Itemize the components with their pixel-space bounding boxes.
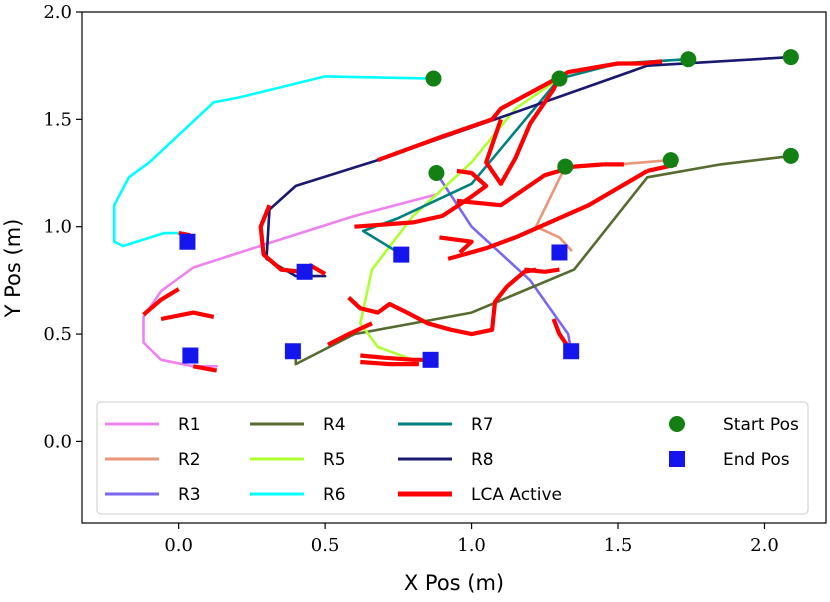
lca-active-segment bbox=[160, 310, 215, 322]
y-axis-ticks: 0.0 0.5 1.0 1.5 2.0 bbox=[43, 2, 82, 452]
legend-label-r6: R6 bbox=[323, 485, 346, 505]
legend-label-r2: R2 bbox=[178, 450, 201, 470]
start-pos-marker bbox=[551, 70, 568, 87]
y-tick-label: 1.0 bbox=[43, 217, 72, 238]
lca-active-segment bbox=[142, 287, 180, 317]
marker-layer bbox=[179, 49, 799, 368]
lca-active-segment bbox=[360, 353, 428, 362]
lca-active-segment bbox=[447, 169, 649, 261]
y-axis-label: Y Pos (m) bbox=[1, 219, 25, 319]
x-tick-label: 2.0 bbox=[750, 535, 779, 556]
legend-label-r8: R8 bbox=[471, 450, 494, 470]
start-pos-marker bbox=[662, 152, 679, 169]
lca-active-segment bbox=[641, 59, 663, 66]
y-tick-label: 0.0 bbox=[43, 431, 72, 452]
start-pos-marker bbox=[782, 147, 799, 164]
start-pos-marker bbox=[557, 158, 574, 175]
series-line-r2 bbox=[534, 158, 673, 252]
end-pos-marker bbox=[179, 233, 196, 250]
legend-label-lca-active: LCA Active bbox=[471, 485, 562, 505]
lca-layer bbox=[142, 59, 678, 373]
end-pos-marker bbox=[296, 263, 313, 280]
plot-frame bbox=[81, 11, 827, 524]
lca-active-segment bbox=[347, 267, 537, 337]
legend-swatch-start-pos bbox=[669, 416, 685, 432]
series-line-r1 bbox=[142, 193, 438, 368]
legend-label-end-pos: End Pos bbox=[723, 450, 790, 470]
x-tick-label: 0.5 bbox=[311, 535, 340, 556]
end-pos-marker bbox=[393, 246, 410, 263]
series-line-r3 bbox=[435, 171, 573, 353]
series-line-r5 bbox=[358, 77, 561, 362]
legend-label-start-pos: Start Pos bbox=[723, 415, 799, 435]
start-pos-marker bbox=[428, 165, 445, 182]
x-tick-label: 1.5 bbox=[604, 535, 633, 556]
lca-active-segment bbox=[360, 359, 419, 367]
end-pos-marker bbox=[182, 347, 199, 364]
lca-active-segment bbox=[456, 162, 604, 208]
end-pos-marker bbox=[563, 343, 580, 360]
lca-active-segment bbox=[439, 235, 474, 255]
legend-swatch-end-pos bbox=[669, 451, 685, 467]
end-pos-marker bbox=[284, 343, 301, 360]
lca-active-segment bbox=[354, 168, 489, 229]
legend-label-r5: R5 bbox=[323, 450, 346, 470]
y-tick-label: 0.5 bbox=[43, 324, 72, 345]
series-layer bbox=[112, 55, 793, 368]
x-axis-ticks: 0.0 0.5 1.0 1.5 2.0 bbox=[164, 523, 779, 556]
legend-label-r4: R4 bbox=[323, 415, 346, 435]
x-axis-label: X Pos (m) bbox=[404, 571, 504, 595]
lca-active-segment bbox=[484, 75, 562, 186]
x-tick-label: 1.0 bbox=[457, 535, 486, 556]
y-tick-label: 2.0 bbox=[43, 2, 72, 23]
legend: R1 R2 R3 R4 R5 R6 R7 R8 LCA Active Start Pos End P… bbox=[96, 401, 809, 515]
start-pos-marker bbox=[680, 51, 697, 68]
series-line-r4 bbox=[294, 154, 793, 366]
legend-label-r3: R3 bbox=[178, 485, 201, 505]
lca-active-segment bbox=[327, 321, 373, 347]
legend-box bbox=[96, 401, 809, 515]
end-pos-marker bbox=[422, 351, 439, 368]
series-line-r6 bbox=[112, 75, 435, 248]
start-pos-marker bbox=[782, 49, 799, 66]
lca-active-segment bbox=[377, 61, 642, 163]
legend-items: R1 R2 R3 R4 R5 R6 R7 R8 LCA Active Start Pos End P… bbox=[105, 415, 799, 505]
x-tick-label: 0.0 bbox=[164, 535, 193, 556]
legend-label-r7: R7 bbox=[471, 415, 494, 435]
y-tick-label: 1.5 bbox=[43, 109, 72, 130]
legend-label-r1: R1 bbox=[178, 415, 201, 435]
lca-active-segment bbox=[192, 364, 218, 373]
start-pos-marker bbox=[425, 70, 442, 87]
end-pos-marker bbox=[551, 244, 568, 261]
